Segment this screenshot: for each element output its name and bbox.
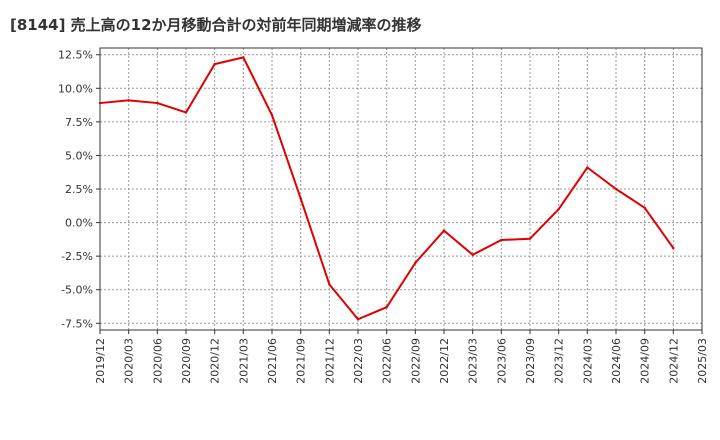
y-tick-label: 12.5% <box>58 49 93 62</box>
data-point <box>299 197 302 200</box>
data-point <box>328 283 331 286</box>
chart-title: [8144] 売上高の12か月移動合計の対前年同期増減率の推移 <box>10 16 422 34</box>
x-tick-label: 2023/12 <box>553 338 566 384</box>
y-tick-label: 7.5% <box>65 116 93 129</box>
x-tick-label: 2021/12 <box>323 338 336 384</box>
x-tick-label: 2022/12 <box>438 338 451 384</box>
x-tick-label: 2022/03 <box>352 338 365 384</box>
data-point <box>127 99 130 102</box>
x-tick-label: 2024/03 <box>581 338 594 384</box>
y-tick-label: 5.0% <box>65 149 93 162</box>
x-tick-label: 2020/09 <box>180 338 193 384</box>
y-tick-label: -2.5% <box>61 250 93 263</box>
x-tick-label: 2020/06 <box>151 338 164 384</box>
x-tick-label: 2023/06 <box>495 338 508 384</box>
x-tick-label: 2021/09 <box>295 338 308 384</box>
x-tick-label: 2023/03 <box>467 338 480 384</box>
data-point <box>213 62 216 66</box>
data-point <box>356 318 360 321</box>
data-point <box>614 187 618 191</box>
data-point <box>242 56 245 59</box>
x-tick-label: 2021/03 <box>237 338 250 384</box>
y-tick-label: 0.0% <box>65 217 93 230</box>
data-point <box>557 207 560 211</box>
data-point <box>385 305 388 309</box>
data-point <box>98 101 102 105</box>
y-tick-label: 10.0% <box>58 82 93 95</box>
data-point <box>586 166 589 169</box>
x-tick-label: 2024/12 <box>667 338 680 384</box>
x-tick-label: 2021/06 <box>266 338 279 384</box>
x-tick-label: 2023/09 <box>524 338 537 384</box>
data-point <box>471 253 474 256</box>
data-point <box>414 261 417 265</box>
x-tick-label: 2020/03 <box>123 338 136 384</box>
y-tick-label: -5.0% <box>61 284 93 297</box>
data-point <box>500 238 503 242</box>
x-tick-label: 2024/06 <box>610 338 623 384</box>
y-tick-label: 2.5% <box>65 183 93 196</box>
data-point <box>643 206 646 209</box>
x-tick-label: 2024/09 <box>639 338 652 384</box>
x-tick-label: 2022/06 <box>381 338 394 384</box>
y-tick-label: -7.5% <box>61 317 93 330</box>
x-tick-label: 2022/09 <box>409 338 422 384</box>
x-tick-label: 2020/12 <box>209 338 222 384</box>
x-tick-label: 2025/03 <box>696 338 709 384</box>
data-point <box>270 113 274 117</box>
data-point <box>528 237 532 240</box>
data-point <box>672 246 675 250</box>
x-tick-label: 2019/12 <box>94 338 107 384</box>
data-point <box>156 101 159 105</box>
data-point <box>442 229 446 232</box>
data-point <box>184 111 188 114</box>
